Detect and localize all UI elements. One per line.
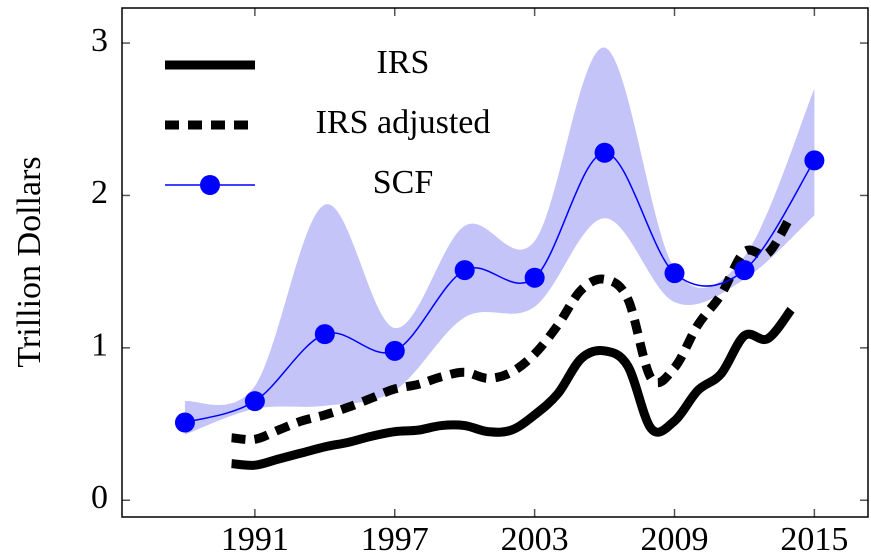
- confidence-band: [184, 47, 815, 435]
- data-point: [804, 150, 825, 171]
- data-point: [174, 412, 195, 433]
- data-point: [454, 260, 475, 281]
- data-point: [244, 391, 265, 412]
- data-point: [384, 340, 405, 361]
- series-line: [231, 306, 795, 470]
- x-tick-label: 2015: [780, 521, 848, 558]
- legend-label: SCF: [373, 164, 434, 201]
- data-point: [664, 263, 685, 284]
- x-tick-label: 1997: [361, 521, 429, 558]
- y-tick-label: 1: [91, 327, 108, 364]
- legend-marker: [200, 175, 220, 195]
- x-tick-label: 2003: [501, 521, 569, 558]
- data-point: [314, 324, 335, 345]
- series-line: [231, 212, 795, 445]
- x-tick-label: 1991: [221, 521, 289, 558]
- y-tick-label: 2: [91, 174, 108, 211]
- y-axis-label: Trillion Dollars: [11, 156, 48, 367]
- legend-label: IRS adjusted: [316, 104, 491, 141]
- plot-frame: [121, 7, 869, 518]
- data-point: [734, 260, 755, 281]
- series-line: [184, 152, 816, 424]
- y-tick-label: 3: [91, 22, 108, 59]
- data-point: [594, 142, 615, 163]
- legend-label: IRS: [377, 44, 430, 81]
- x-tick-label: 2009: [641, 521, 709, 558]
- y-tick-label: 0: [91, 479, 108, 516]
- data-point: [524, 267, 545, 288]
